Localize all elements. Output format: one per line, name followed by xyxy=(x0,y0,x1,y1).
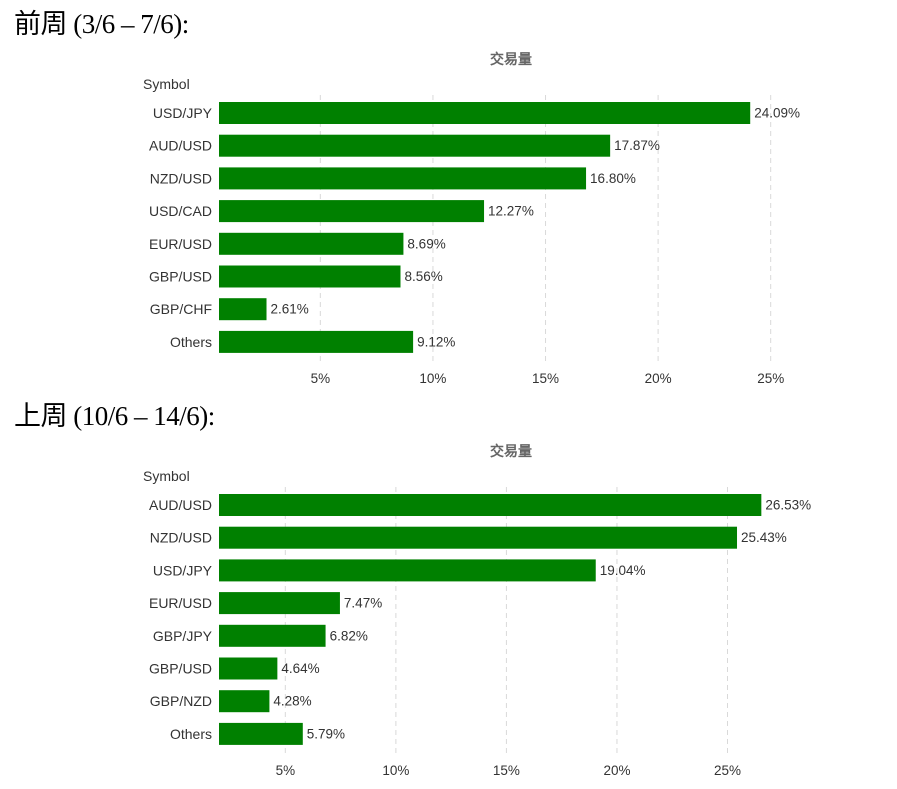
category-label: AUD/USD xyxy=(149,497,212,513)
chart-title: 交易量 xyxy=(490,443,532,460)
category-label: Others xyxy=(170,334,212,350)
bar xyxy=(219,722,303,745)
section-heading-previous-week: 前周 (3/6 – 7/6): xyxy=(14,9,189,39)
x-tick-label: 20% xyxy=(603,763,630,778)
category-label: GBP/USD xyxy=(149,661,212,677)
chart-section-previous-week: 交易量 Symbol USD/JPY 24.09% AUD/USD 17.87% NZD/U… xyxy=(0,0,897,392)
section-heading-last-week: 上周 (10/6 – 14/6): xyxy=(14,401,215,431)
data-label: 2.61% xyxy=(271,302,309,317)
bar xyxy=(219,134,611,157)
x-tick-label: 10% xyxy=(419,371,446,386)
category-label: GBP/CHF xyxy=(150,301,212,317)
bar xyxy=(219,690,270,713)
data-label: 16.80% xyxy=(590,171,636,186)
y-axis-title: Symbol xyxy=(143,468,190,484)
x-tick-label: 15% xyxy=(532,371,559,386)
data-label: 19.04% xyxy=(600,563,646,578)
bar xyxy=(219,494,762,516)
category-label: USD/JPY xyxy=(153,562,213,578)
chart-title: 交易量 xyxy=(490,51,532,68)
x-tick-label: 5% xyxy=(276,763,296,778)
data-label: 12.27% xyxy=(488,204,534,219)
bar xyxy=(219,592,340,615)
category-label: Others xyxy=(170,726,212,742)
bar xyxy=(219,559,596,582)
x-tick-label: 25% xyxy=(714,763,741,778)
chart-section-last-week: 交易量 Symbol AUD/USD 26.53% NZD/USD 25.43% USD/J… xyxy=(0,392,897,789)
data-label: 9.12% xyxy=(417,334,455,349)
bar xyxy=(219,298,267,321)
data-label: 8.56% xyxy=(404,269,442,284)
data-label: 4.64% xyxy=(281,661,319,676)
data-label: 7.47% xyxy=(344,596,382,611)
data-label: 6.82% xyxy=(330,628,368,643)
category-label: EUR/USD xyxy=(149,595,212,611)
bar xyxy=(219,167,587,190)
bar xyxy=(219,657,278,680)
data-label: 25.43% xyxy=(741,530,787,545)
data-label: 17.87% xyxy=(614,138,660,153)
x-tick-label: 10% xyxy=(382,763,409,778)
data-label: 5.79% xyxy=(307,726,345,741)
category-label: NZD/USD xyxy=(150,170,212,186)
category-label: GBP/USD xyxy=(149,269,212,285)
x-tick-label: 20% xyxy=(645,371,672,386)
category-label: GBP/NZD xyxy=(150,693,212,709)
y-axis-title: Symbol xyxy=(143,76,190,92)
bar xyxy=(219,200,485,223)
data-label: 4.28% xyxy=(273,694,311,709)
category-label: AUD/USD xyxy=(149,138,212,154)
category-label: GBP/JPY xyxy=(153,628,213,644)
bar xyxy=(219,330,414,353)
data-label: 8.69% xyxy=(407,236,445,251)
category-label: NZD/USD xyxy=(150,530,212,546)
x-tick-label: 5% xyxy=(311,371,331,386)
bar-chart-last-week: 交易量 Symbol AUD/USD 26.53% NZD/USD 25.43% USD/J… xyxy=(143,443,811,778)
bar xyxy=(219,265,401,288)
category-label: USD/CAD xyxy=(149,203,212,219)
bar xyxy=(219,526,738,549)
category-label: EUR/USD xyxy=(149,236,212,252)
category-label: USD/JPY xyxy=(153,105,213,121)
x-tick-label: 25% xyxy=(757,371,784,386)
data-label: 24.09% xyxy=(754,106,800,121)
bar xyxy=(219,102,751,124)
bar xyxy=(219,232,404,255)
data-label: 26.53% xyxy=(765,498,811,513)
bar xyxy=(219,624,326,647)
x-tick-label: 15% xyxy=(493,763,520,778)
bar-chart-previous-week: 交易量 Symbol USD/JPY 24.09% AUD/USD 17.87% NZD/U… xyxy=(143,51,800,386)
